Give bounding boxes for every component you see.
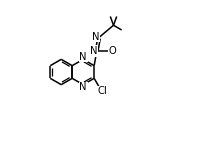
Text: N: N — [92, 32, 100, 42]
Text: N: N — [80, 52, 87, 62]
Text: O: O — [108, 47, 116, 56]
Text: N: N — [90, 46, 97, 56]
Text: N: N — [80, 82, 87, 92]
Text: Cl: Cl — [98, 86, 108, 96]
